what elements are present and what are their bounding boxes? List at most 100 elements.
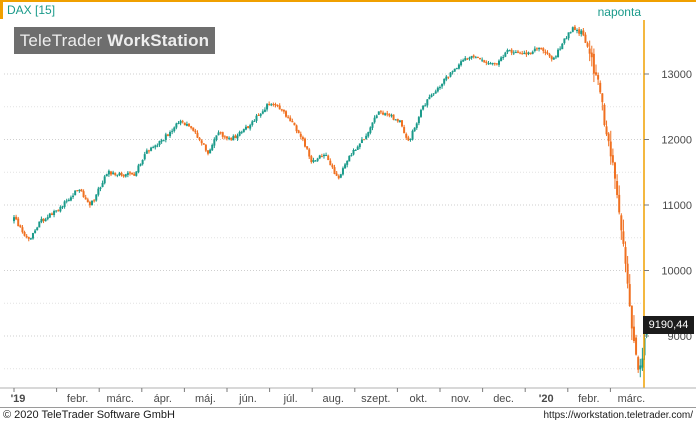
candle-body (124, 174, 127, 177)
top-accent-rule (0, 0, 696, 2)
candle-body (228, 137, 231, 139)
candle-body (358, 143, 361, 148)
candle-body (282, 109, 285, 112)
candle-body (626, 263, 629, 284)
candle-body (624, 247, 627, 264)
candle-body (23, 232, 26, 236)
candle-body (46, 217, 49, 220)
candle-body (150, 147, 153, 151)
candle-body (413, 127, 416, 132)
candle-body (550, 56, 553, 60)
candle-body (582, 30, 585, 36)
candle-body (291, 121, 294, 123)
candle-body (472, 55, 475, 58)
candle-body (329, 160, 332, 166)
candle-body (449, 72, 452, 77)
candle-body (485, 61, 488, 63)
candle-body (61, 206, 64, 208)
candle-body (401, 120, 404, 127)
interval-label[interactable]: naponta (597, 5, 641, 19)
candle-body (44, 219, 47, 222)
candle-body (609, 141, 612, 157)
candle-body (565, 38, 568, 40)
watermark-product: WorkStation (107, 31, 210, 50)
candle-body (597, 75, 600, 80)
candle-body (616, 181, 619, 196)
candle-body (166, 134, 169, 136)
time-axis: '19 febr. márc. ápr. máj. jún. júl. aug. szept. o… (11, 388, 645, 405)
candle-body (34, 230, 37, 233)
candle-body (188, 123, 191, 127)
instrument-label[interactable]: DAX [15] (7, 3, 56, 17)
candle-body (156, 145, 159, 147)
candle-body (453, 68, 456, 72)
candle-body (261, 111, 264, 114)
candle-body (457, 64, 460, 69)
candle-body (409, 138, 412, 140)
candle-body (341, 168, 344, 175)
candle-body (181, 121, 184, 123)
candle-body (360, 139, 363, 144)
candle-body (508, 50, 511, 52)
candle-body (502, 56, 505, 58)
candle-body (493, 63, 496, 65)
candle-body (588, 48, 591, 54)
candle-body (137, 165, 140, 172)
candle-body (613, 162, 616, 179)
candle-body (171, 130, 174, 132)
candle-body (601, 93, 604, 103)
candle-body (272, 103, 275, 105)
candle-body (388, 113, 391, 116)
source-link[interactable]: https://workstation.teletrader.com/ (543, 410, 693, 421)
candle-body (390, 115, 393, 117)
candle-body (523, 52, 526, 55)
candle-body (297, 130, 300, 134)
candle-body (352, 149, 355, 155)
candle-body (306, 146, 309, 149)
copyright-text: © 2020 TeleTrader Software GmbH (3, 409, 175, 421)
candle-body (268, 103, 271, 106)
candle-body (131, 172, 134, 175)
candle-body (386, 113, 389, 115)
candle-body (162, 140, 165, 142)
candle-body (116, 174, 119, 176)
price-tick-label: 11000 (662, 200, 692, 212)
candle-body (299, 133, 302, 137)
candle-body (344, 164, 347, 169)
candle-body (72, 195, 75, 197)
candle-body (369, 127, 372, 133)
candle-body (573, 26, 576, 31)
time-tick-label: jún. (238, 393, 257, 405)
candle-body (527, 52, 530, 54)
candle-body (419, 110, 422, 117)
candle-body (628, 284, 631, 307)
candle-body (407, 137, 410, 141)
candle-body (194, 130, 197, 133)
candle-body (257, 114, 260, 116)
candle-body (232, 136, 235, 141)
candle-body (103, 176, 106, 184)
candle-body (531, 51, 534, 54)
candle-body (632, 326, 635, 341)
candle-body (78, 189, 81, 191)
candle-body (126, 172, 129, 175)
candle-body (403, 127, 406, 134)
candle-body (247, 126, 250, 128)
candle-body (462, 60, 465, 62)
candle-body (57, 210, 60, 212)
candle-body (498, 60, 501, 65)
candle-body (304, 138, 307, 147)
candle-body (611, 155, 614, 163)
candle-body (88, 201, 91, 206)
candle-body (426, 99, 429, 106)
candle-body (69, 197, 72, 201)
candle-body (259, 113, 262, 116)
candle-body (67, 199, 70, 201)
candle-body (468, 57, 471, 59)
candle-body (164, 134, 167, 140)
candle-body (42, 218, 45, 221)
candle-body (310, 156, 313, 163)
watermark-brand: TeleTrader (19, 31, 108, 50)
candle-body (274, 104, 277, 106)
